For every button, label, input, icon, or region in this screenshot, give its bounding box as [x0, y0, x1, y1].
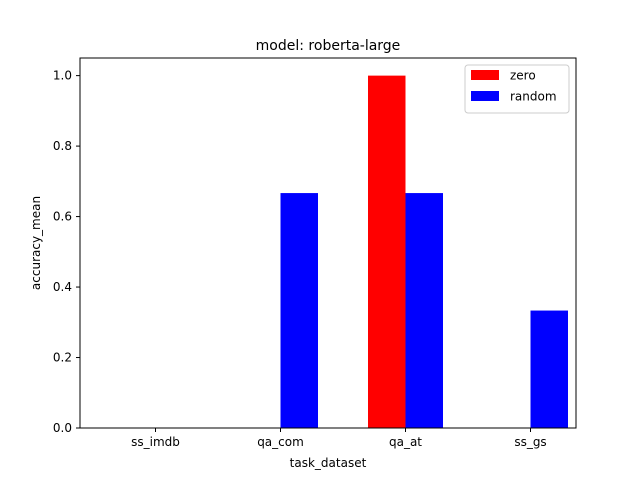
y-tick-label: 1.0	[53, 69, 72, 83]
bar-random-qa_com	[280, 193, 318, 428]
y-tick-label: 0.4	[53, 280, 72, 294]
x-axis-ticks: ss_imdb qa_com qa_at ss_gs	[131, 428, 547, 449]
x-tick-label: ss_imdb	[131, 435, 180, 449]
bar-zero-qa_at	[368, 75, 406, 428]
y-tick-label: 0.2	[53, 351, 72, 365]
legend-entries: zero random	[471, 69, 557, 104]
plot-frame	[79, 57, 577, 429]
bar-random-qa_at	[405, 193, 443, 428]
legend-label-random: random	[510, 90, 557, 104]
chart-title: model: roberta-large	[256, 38, 401, 54]
y-axis-ticks: 0.0 0.2 0.4 0.6 0.8 1.0	[53, 69, 80, 435]
x-tick-label: qa_at	[389, 435, 422, 449]
y-tick-label: 0.8	[53, 139, 72, 153]
y-tick-label: 0.0	[53, 421, 72, 435]
legend: zero random	[464, 64, 570, 114]
x-tick-label: ss_gs	[514, 435, 546, 449]
legend-label-zero: zero	[510, 69, 536, 83]
x-tick-label: qa_com	[257, 435, 304, 449]
legend-swatch-random	[471, 91, 499, 101]
legend-swatch-zero	[471, 70, 499, 80]
y-axis-label: accuracy_mean	[29, 196, 43, 290]
bar-random-ss_gs	[530, 310, 568, 428]
y-tick-label: 0.6	[53, 210, 72, 224]
bars-layer	[280, 75, 568, 428]
x-axis-label: task_dataset	[290, 456, 367, 470]
